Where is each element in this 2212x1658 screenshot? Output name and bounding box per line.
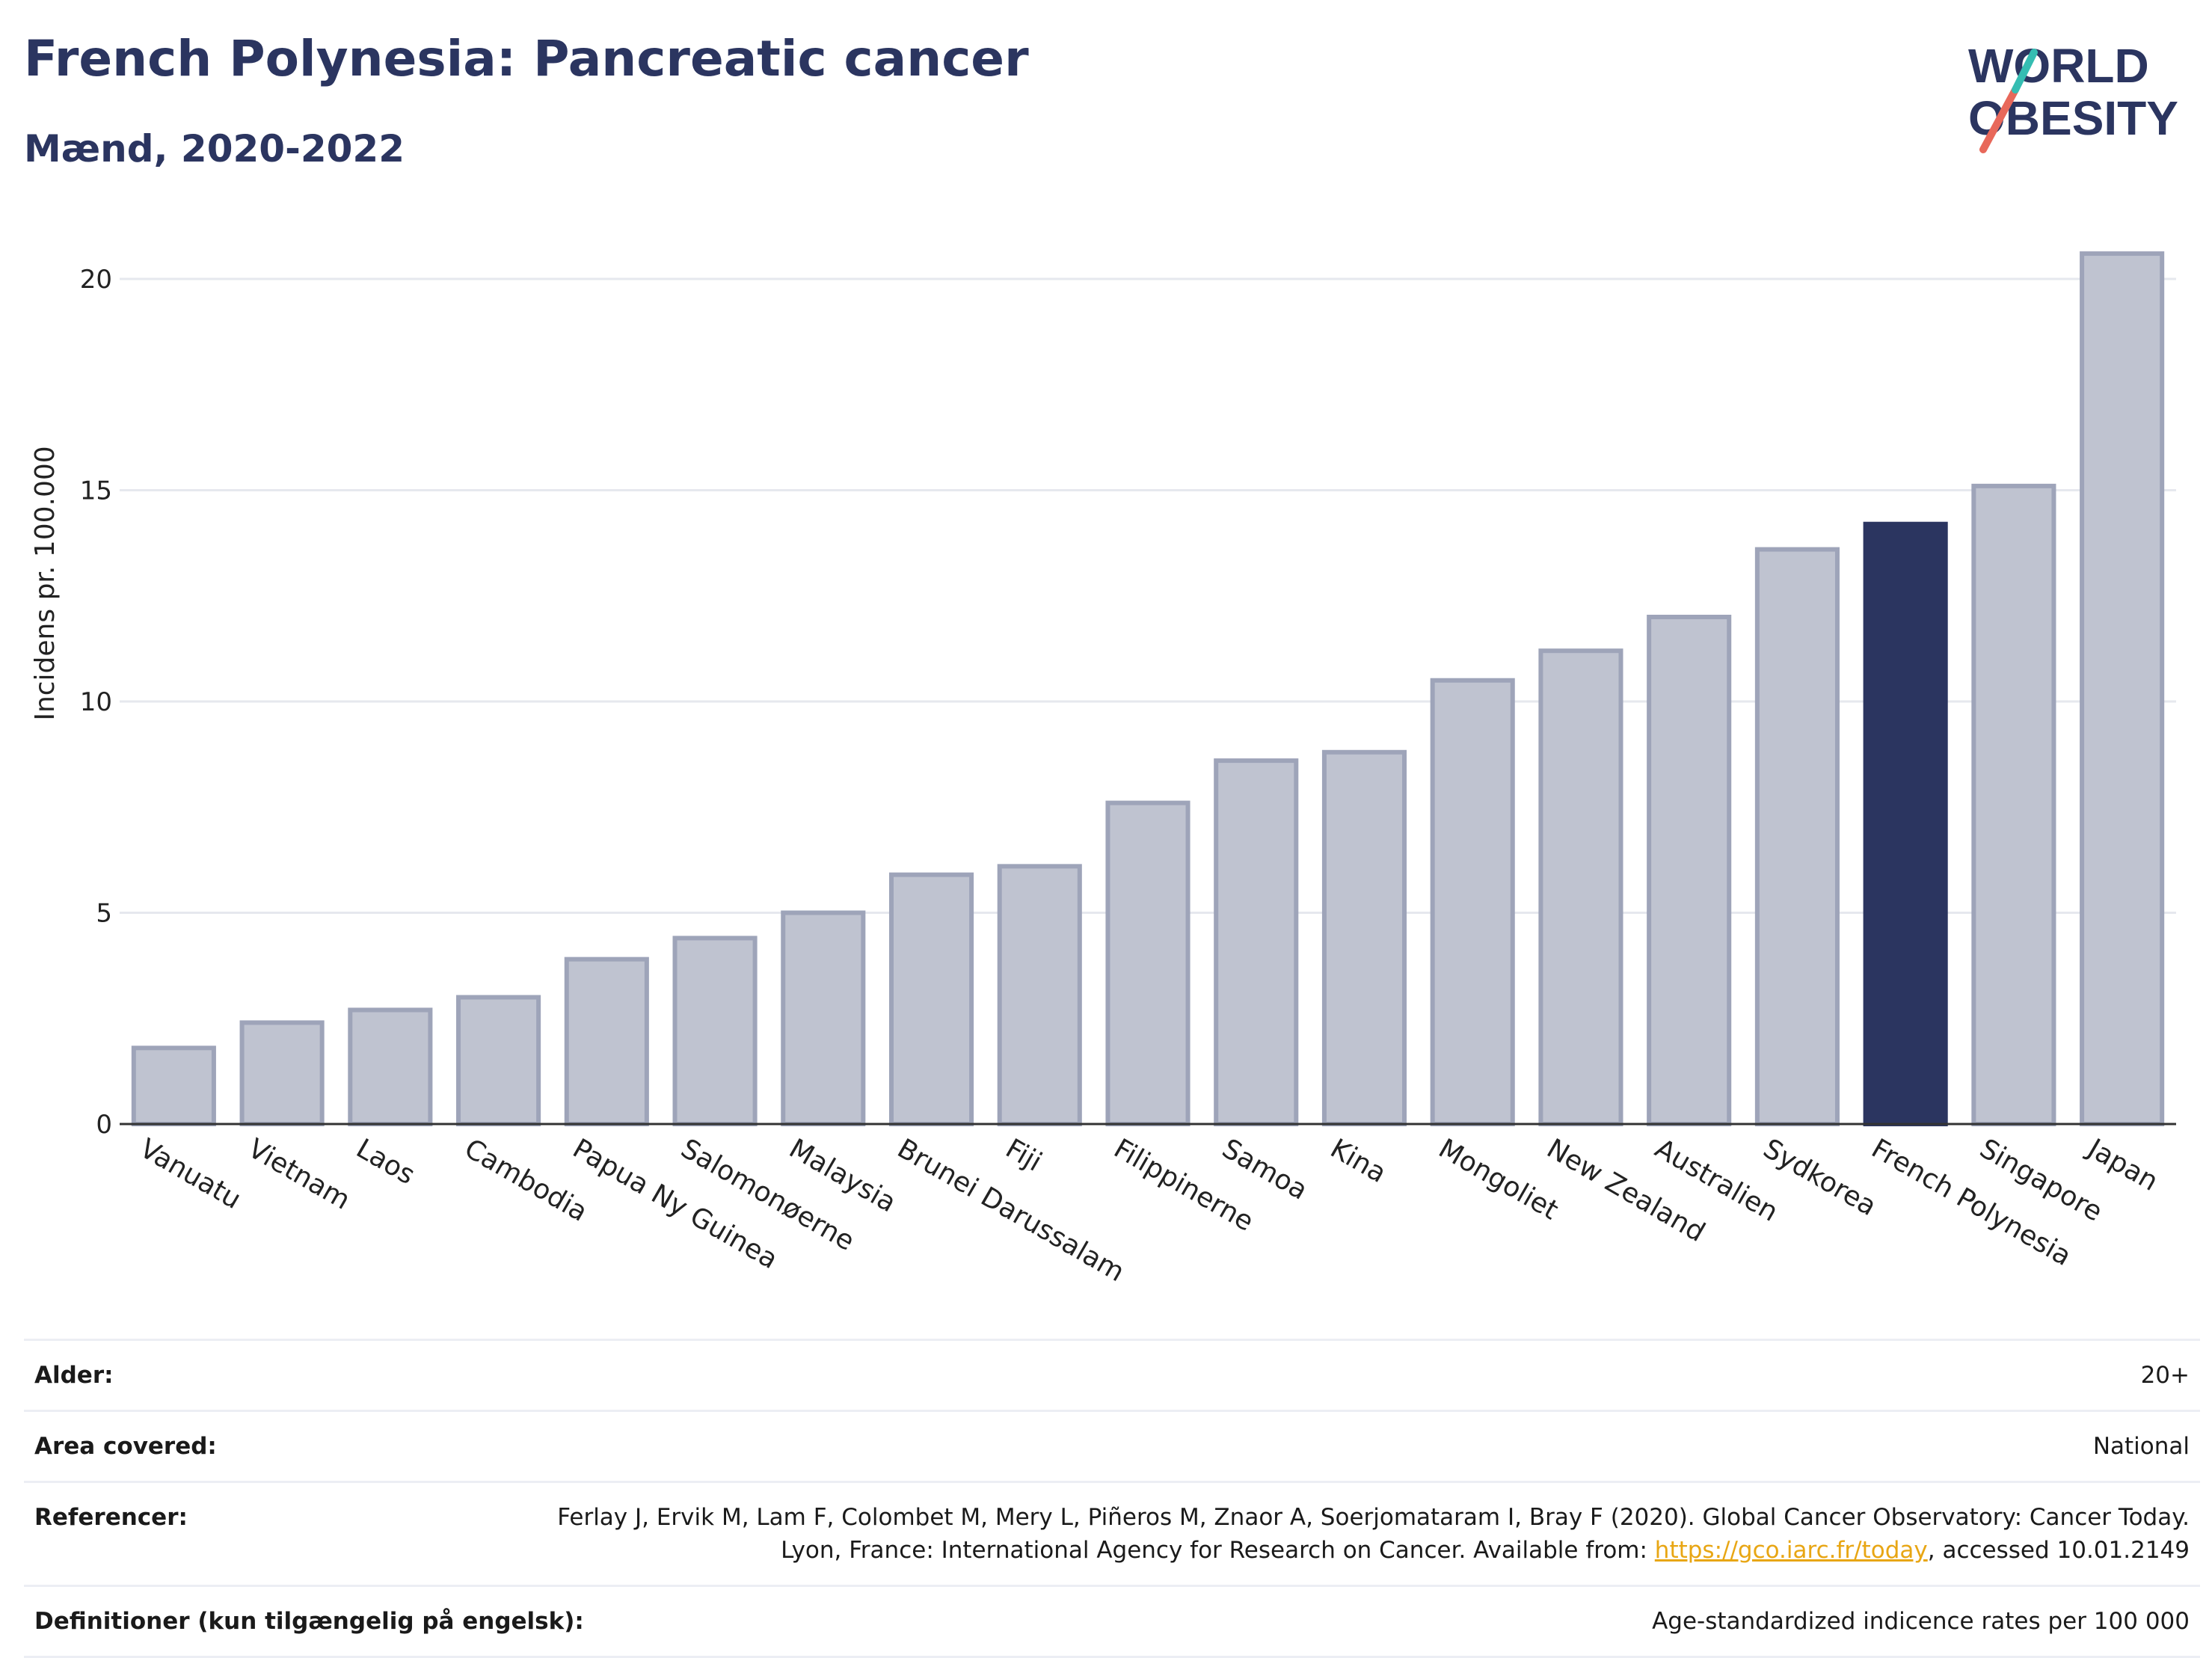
age-label: Alder: <box>34 1362 114 1389</box>
x-tick-label: Laos <box>351 1133 420 1191</box>
bar-new-zealand <box>1538 648 1623 1126</box>
y-tick-label: 15 <box>80 476 112 506</box>
info-row-definitions: Definitioner (kun tilgængelig på engelsk… <box>24 1585 2200 1658</box>
reference-link[interactable]: https://gco.iarc.fr/today <box>1654 1537 1928 1564</box>
bar-laos <box>348 1007 433 1126</box>
info-table: Alder: 20+ Area covered: National Refere… <box>24 1339 2200 1658</box>
area-value: National <box>2092 1433 2190 1460</box>
bar-australien <box>1647 615 1732 1126</box>
bars <box>131 251 2165 1127</box>
y-tick-label: 5 <box>96 899 112 929</box>
x-tick-label: Kina <box>1325 1133 1391 1189</box>
bar-french-polynesia <box>1863 521 1948 1126</box>
x-tick-label: Japan <box>2081 1132 2163 1197</box>
info-row-age: Alder: 20+ <box>24 1339 2200 1410</box>
bar-cambodia <box>456 995 541 1126</box>
definitions-value: Age-standardized indicence rates per 100… <box>1652 1608 2190 1635</box>
bar-samoa <box>1214 758 1299 1126</box>
y-tick-labels: 0 5 10 15 20 <box>80 265 112 1140</box>
world-obesity-logo: WORLD OBESITY <box>1968 39 2178 153</box>
y-tick-label: 10 <box>80 687 112 717</box>
bar-sydkorea <box>1754 547 1840 1127</box>
bar-singapore <box>1971 483 2056 1127</box>
bar-japan <box>2080 251 2165 1127</box>
x-tick-label: Mongoliet <box>1434 1133 1564 1226</box>
references-label: Referencer: <box>34 1504 188 1531</box>
y-tick-label: 20 <box>80 265 112 295</box>
x-tick-label: Fiji <box>1001 1133 1047 1178</box>
references-value: Ferlay J, Ervik M, Lam F, Colombet M, Me… <box>544 1501 2190 1567</box>
bar-fiji <box>997 864 1082 1126</box>
reference-accessed: , accessed 10.01.2149 <box>1927 1537 2190 1564</box>
info-row-references: Referencer: Ferlay J, Ervik M, Lam F, Co… <box>24 1481 2200 1585</box>
bar-salomon-erne <box>672 936 758 1127</box>
definitions-label: Definitioner (kun tilgængelig på engelsk… <box>34 1608 584 1635</box>
bar-vanuatu <box>131 1046 216 1127</box>
bar-malaysia <box>781 910 866 1126</box>
bar-kina <box>1321 749 1407 1126</box>
x-tick-label: Papua Ny Guinea <box>568 1133 783 1275</box>
bar-mongoliet <box>1430 678 1515 1126</box>
chart-title: French Polynesia: Pancreatic cancer <box>24 30 1029 87</box>
y-axis-label: Incidens pr. 100.000 <box>30 446 61 720</box>
x-tick-label: Vietnam <box>243 1133 355 1216</box>
age-value: 20+ <box>2140 1362 2190 1389</box>
x-tick-label: French Polynesia <box>1867 1133 2077 1272</box>
chart-subtitle: Mænd, 2020-2022 <box>24 127 405 171</box>
info-row-area: Area covered: National <box>24 1410 2200 1481</box>
reference-text: Ferlay J, Ervik M, Lam F, Colombet M, Me… <box>557 1504 2190 1564</box>
bar-brunei-darussalam <box>888 872 974 1127</box>
x-tick-label: Cambodia <box>459 1133 592 1228</box>
bar-vietnam <box>239 1020 325 1127</box>
x-tick-label: Vanuatu <box>135 1133 246 1215</box>
y-tick-label: 0 <box>96 1110 112 1140</box>
logo-line1: WORLD <box>1968 39 2149 93</box>
area-label: Area covered: <box>34 1433 217 1460</box>
bar-papua-ny-guinea <box>564 957 649 1127</box>
bar-filippinerne <box>1105 800 1191 1126</box>
